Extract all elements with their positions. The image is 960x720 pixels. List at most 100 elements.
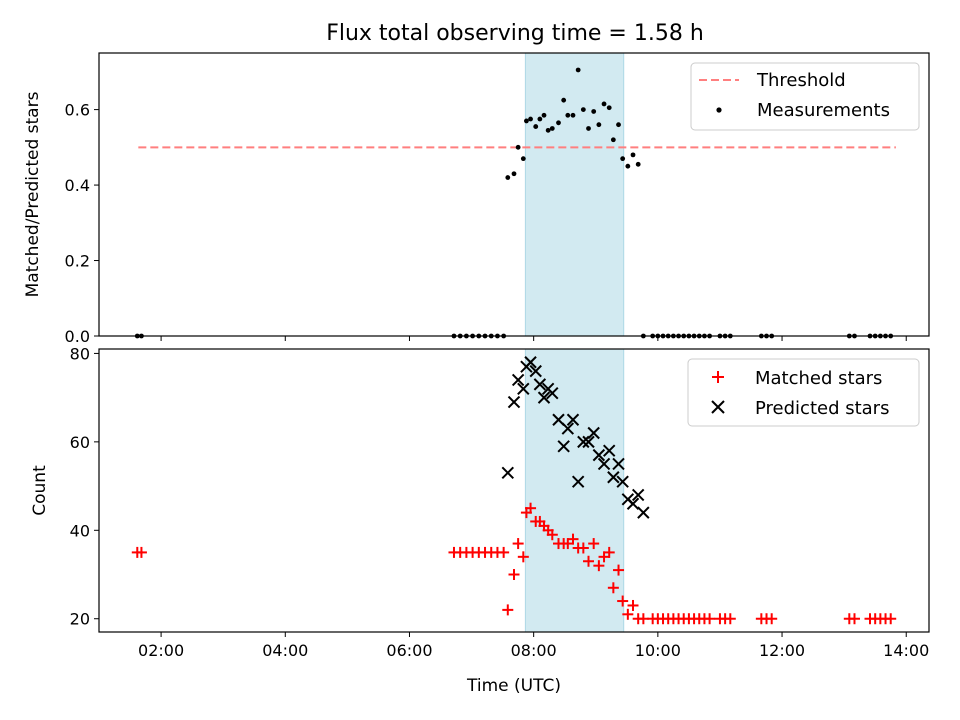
- bottom-x-tick-label: 08:00: [511, 641, 557, 660]
- matched-star-point: [617, 595, 629, 607]
- predicted-stars-points: [501, 356, 650, 519]
- predicted-star-point: [587, 426, 600, 440]
- matched-star-point: [593, 560, 605, 572]
- top-shaded-span: [524, 52, 625, 337]
- top-panel: 0.0 0.2 0.4 0.6 Matched/Predicted stars Thr…: [23, 52, 930, 346]
- top-y-tick-label: 0.2: [65, 252, 90, 271]
- matched-star-point: [508, 569, 520, 581]
- measurement-point: [580, 107, 586, 112]
- legend-threshold-label: Threshold: [756, 70, 846, 91]
- bottom-axes: 20 40 60 80 02:00 04:00 06:00 08:00 10:00 12:00 14…: [70, 344, 930, 660]
- predicted-star-point: [626, 497, 640, 510]
- bottom-legend: Matched stars Predicted stars: [687, 358, 920, 427]
- matched-star-point: [607, 582, 619, 594]
- matched-star-point: [583, 555, 595, 567]
- bottom-legend-frame: [687, 358, 920, 427]
- predicted-star-point: [529, 364, 542, 378]
- legend-predicted-label: Predicted stars: [755, 398, 889, 419]
- chart-title: Flux total observing time = 1.58 h: [326, 21, 704, 46]
- bottom-axes-frame: [98, 348, 930, 633]
- bottom-observing-span: [524, 348, 625, 633]
- predicted-star-point: [577, 435, 590, 449]
- measurement-point: [565, 112, 571, 118]
- matched-star-point: [135, 546, 147, 558]
- measurement-point: [575, 67, 581, 73]
- measurement-point: [625, 163, 631, 169]
- measurement-point: [528, 116, 533, 122]
- top-observing-span: [524, 52, 625, 337]
- predicted-star-point: [537, 391, 551, 404]
- top-legend: Threshold Measurements: [690, 62, 920, 131]
- bottom-x-tick-label: 12:00: [759, 641, 805, 660]
- matched-stars-points: [131, 502, 897, 625]
- bottom-x-tick-label: 06:00: [386, 641, 432, 660]
- measurement-point: [511, 171, 517, 177]
- measurement-point: [537, 116, 543, 122]
- matched-star-point: [766, 613, 778, 625]
- predicted-star-point: [533, 378, 547, 391]
- matched-star-point: [525, 502, 537, 514]
- top-y-tick-label: 0.4: [65, 176, 90, 195]
- measurement-point: [610, 137, 616, 143]
- predicted-star-point: [637, 506, 650, 519]
- matched-star-point: [848, 613, 860, 625]
- matched-star-point: [613, 564, 625, 576]
- measurement-point: [505, 175, 511, 180]
- predicted-star-point: [511, 373, 525, 387]
- predicted-star-point: [597, 457, 611, 471]
- measurement-point: [616, 122, 621, 128]
- measurement-point: [620, 156, 626, 162]
- legend-matched-swatch: [712, 371, 724, 383]
- top-axes: 0.0 0.2 0.4 0.6: [65, 52, 930, 346]
- top-axes-frame: [98, 52, 930, 337]
- bottom-x-tick-label: 10:00: [635, 641, 681, 660]
- matched-star-point: [546, 529, 558, 541]
- measurement-point: [601, 101, 607, 107]
- predicted-star-point: [582, 435, 595, 449]
- measurement-point: [520, 156, 526, 162]
- top-y-axis-label: Matched/Predicted stars: [23, 91, 43, 297]
- legend-measurements-swatch: [716, 107, 722, 113]
- matched-star-point: [517, 551, 529, 563]
- predicted-star-point: [524, 356, 537, 369]
- matched-star-point: [502, 604, 514, 616]
- predicted-star-point: [631, 488, 645, 502]
- bottom-y-tick-label: 20: [70, 610, 90, 629]
- bottom-y-tick-label: 80: [70, 344, 90, 363]
- matched-star-point: [704, 613, 716, 625]
- bottom-y-tick-label: 40: [70, 521, 90, 540]
- predicted-star-point: [616, 475, 629, 488]
- predicted-star-point: [592, 448, 606, 462]
- matched-star-point: [603, 546, 615, 558]
- measurement-point: [545, 127, 551, 133]
- top-legend-frame: [690, 62, 920, 131]
- top-y-tick-label: 0.6: [65, 101, 90, 120]
- predicted-star-point: [607, 471, 620, 484]
- top-y-tick-label: 0.0: [65, 327, 90, 346]
- measurement-point: [596, 122, 602, 128]
- measurement-point: [635, 161, 641, 167]
- predicted-star-point: [517, 382, 530, 396]
- predicted-star-point: [561, 422, 575, 435]
- bottom-x-tick-label: 02:00: [138, 641, 184, 660]
- predicted-star-point: [571, 475, 585, 488]
- bottom-panel: 20 40 60 80 02:00 04:00 06:00 08:00 10:00 12:00 14…: [30, 344, 930, 696]
- legend-matched-label: Matched stars: [755, 368, 882, 389]
- bottom-shaded-span: [524, 348, 625, 633]
- measurement-point: [541, 112, 547, 118]
- measurement-point: [549, 126, 555, 131]
- predicted-star-point: [507, 395, 521, 409]
- matched-star-point: [577, 542, 589, 554]
- predicted-star-point: [612, 457, 625, 471]
- legend-measurements-label: Measurements: [757, 100, 890, 121]
- bottom-y-tick-label: 60: [70, 433, 90, 452]
- matched-star-point: [512, 538, 524, 550]
- matched-star-point: [724, 613, 736, 625]
- matched-star-point: [627, 599, 639, 611]
- measurement-point: [524, 118, 529, 124]
- matched-star-point: [637, 613, 649, 625]
- predicted-star-point: [501, 466, 514, 480]
- bottom-x-tick-label: 14:00: [883, 641, 929, 660]
- measurement-point: [591, 109, 597, 114]
